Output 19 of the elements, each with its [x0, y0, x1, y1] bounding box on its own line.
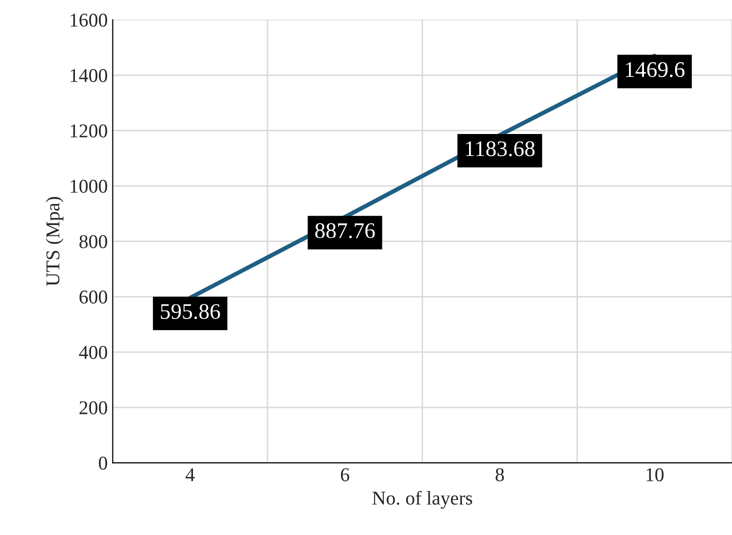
y-tick-label: 800 — [79, 235, 108, 248]
y-axis-title: UTS (Mpa) — [46, 197, 64, 286]
x-tick-label: 4 — [186, 468, 195, 482]
y-tick-label: 1000 — [70, 180, 108, 193]
data-label: 887.76 — [315, 223, 375, 238]
y-tick-label: 1400 — [70, 68, 108, 82]
x-tick-label: 6 — [340, 468, 350, 482]
y-tick-label: 200 — [80, 401, 108, 414]
x-tick-label: 8 — [496, 468, 504, 482]
y-tick-label: 600 — [80, 290, 108, 304]
y-tick-label: 1200 — [70, 124, 108, 138]
y-tick-label: 0 — [98, 456, 108, 470]
data-label: 1469.6 — [626, 62, 684, 78]
y-tick-label: 400 — [79, 346, 108, 359]
x-tick-label: 10 — [646, 468, 664, 482]
x-axis-title: No. of layers — [372, 490, 472, 509]
data-label: 595.86 — [160, 304, 220, 320]
data-label: 1183.68 — [466, 141, 535, 156]
y-tick-label: 1600 — [70, 14, 108, 27]
